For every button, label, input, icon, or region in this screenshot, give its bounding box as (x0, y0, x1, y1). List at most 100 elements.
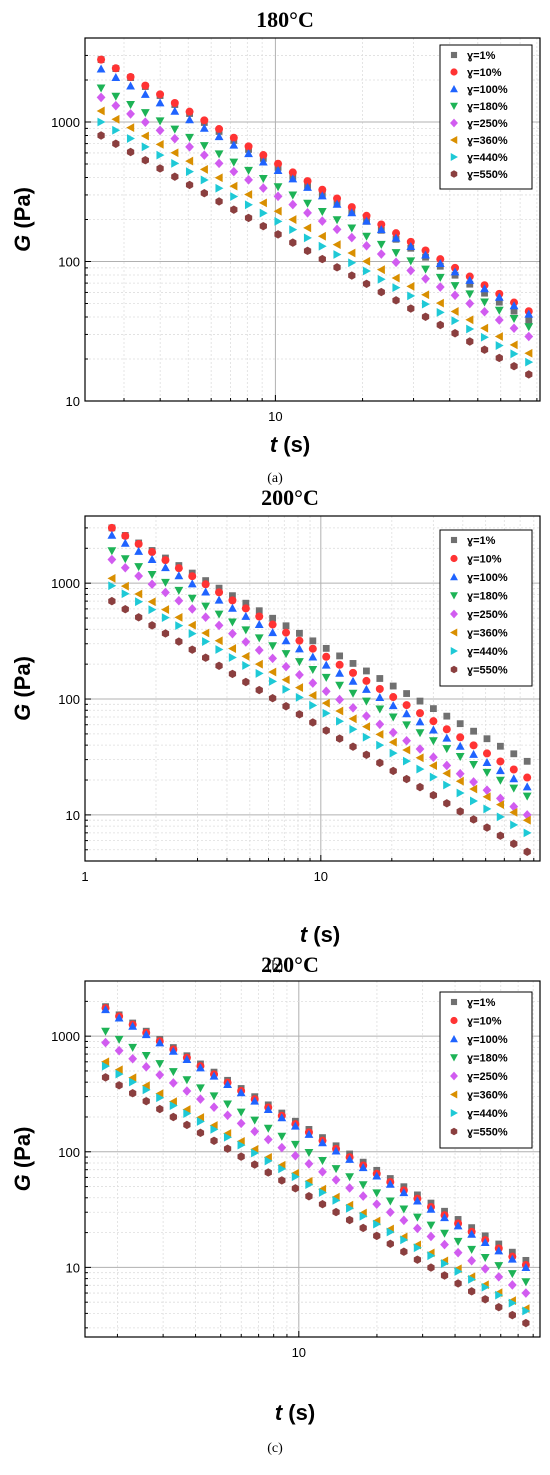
data-point (210, 1124, 219, 1134)
data-point (187, 604, 197, 614)
data-point (309, 718, 317, 727)
data-point (494, 306, 504, 315)
data-point (345, 1183, 355, 1193)
data-point (228, 618, 237, 627)
legend: ɣ=1% ɣ=10% ɣ=100% ɣ=180% ɣ=250% ɣ=360% ɣ=440% ɣ… (439, 991, 533, 1149)
data-point (135, 613, 143, 622)
data-point (188, 645, 196, 654)
data-point (373, 1219, 382, 1229)
data-point (481, 1295, 489, 1304)
data-point (413, 1255, 422, 1264)
data-point (295, 658, 304, 667)
data-point (174, 564, 183, 573)
data-point (416, 764, 425, 774)
data-point (199, 142, 209, 151)
data-point (495, 353, 503, 363)
data-point (413, 1223, 422, 1234)
data-point (295, 710, 304, 719)
data-point (291, 1172, 300, 1182)
data-point (303, 233, 312, 243)
data-point (121, 589, 130, 599)
data-point (112, 125, 121, 135)
data-point (155, 1089, 164, 1099)
data-point (171, 172, 179, 181)
data-point (209, 1102, 219, 1113)
data-point (188, 629, 197, 638)
data-point (244, 190, 253, 199)
data-point (385, 1197, 395, 1206)
data-point (187, 620, 196, 630)
data-point (469, 741, 478, 750)
data-point (111, 64, 120, 73)
data-point (469, 760, 478, 769)
data-point (427, 1251, 436, 1261)
data-point (126, 134, 135, 143)
data-point (406, 265, 416, 276)
data-point (141, 81, 150, 90)
data-point (400, 1247, 408, 1256)
data-point (509, 784, 519, 793)
data-point (399, 1188, 409, 1197)
legend-marker (450, 1054, 458, 1062)
data-point (251, 1148, 260, 1158)
data-point (273, 206, 282, 216)
data-point (268, 667, 277, 677)
series-6 (97, 117, 534, 367)
data-point (107, 573, 116, 583)
data-point (455, 776, 464, 786)
data-point (273, 165, 283, 174)
data-point (480, 345, 489, 354)
data-point (215, 197, 223, 206)
data-point (120, 581, 129, 591)
data-point (201, 602, 211, 611)
data-point (466, 324, 475, 334)
data-point (269, 677, 278, 686)
data-point (523, 828, 532, 838)
data-point (508, 1310, 516, 1320)
data-point (345, 1215, 354, 1225)
data-point (244, 142, 253, 151)
data-point (107, 523, 116, 532)
data-point (169, 1101, 178, 1111)
data-point (440, 1239, 449, 1250)
data-point (362, 684, 371, 693)
data-point (96, 92, 106, 103)
data-point (141, 1062, 151, 1072)
data-point (362, 232, 371, 241)
data-point (523, 847, 531, 857)
data-point (214, 150, 224, 159)
data-point (148, 621, 156, 630)
data-point (268, 620, 277, 629)
data-point (183, 1109, 192, 1118)
data-point (373, 1231, 381, 1241)
data-point (141, 1052, 151, 1061)
data-point (416, 782, 424, 792)
legend-marker (450, 136, 458, 144)
plot-frame (84, 515, 541, 862)
data-point (304, 1148, 314, 1157)
data-point (303, 182, 312, 191)
data-point (254, 619, 264, 628)
data-point (421, 290, 430, 300)
data-point (376, 675, 384, 682)
data-point (295, 683, 304, 692)
y-axis-label-symbol: G (10, 1174, 35, 1191)
y-axis-label-symbol: G (10, 235, 35, 252)
data-point (215, 584, 223, 592)
data-point (335, 694, 345, 705)
y-axis-label: G (Pa) (10, 187, 35, 252)
data-point (196, 1128, 205, 1138)
data-point (426, 1204, 436, 1213)
data-point (241, 611, 251, 620)
data-point (147, 579, 157, 590)
data-point (114, 1045, 124, 1056)
data-point (377, 287, 385, 297)
data-point (362, 266, 371, 276)
data-point (254, 645, 264, 655)
figure-caption: (a) (267, 471, 283, 486)
legend-label: ɣ=180% (467, 591, 508, 603)
data-point (442, 733, 452, 742)
data-point (392, 229, 401, 238)
data-point (509, 340, 518, 350)
data-point (228, 653, 237, 662)
